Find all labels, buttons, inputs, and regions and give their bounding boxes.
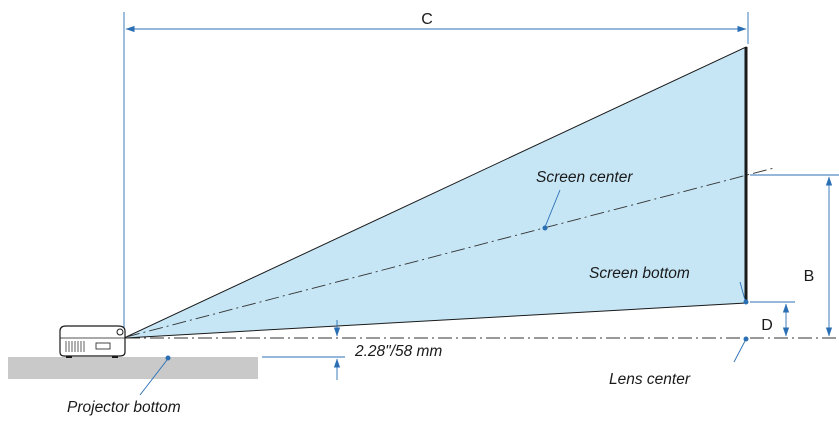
projection-beam	[123, 46, 747, 339]
label-screen-bottom: Screen bottom	[589, 265, 690, 282]
label-offset: 2.28"/58 mm	[354, 343, 442, 360]
label-projector-bottom: Projector bottom	[67, 399, 181, 416]
screen-bottom-dot	[743, 299, 749, 305]
screen-center-dot	[542, 225, 548, 231]
label-lens-center: Lens center	[609, 371, 691, 388]
screen-center-axis	[125, 167, 775, 338]
screen-center-leader	[544, 189, 561, 228]
label-d: D	[761, 317, 773, 334]
label-c: C	[421, 11, 433, 28]
screen-bottom-leader	[739, 281, 746, 301]
projector-bottom-leader	[139, 359, 168, 396]
label-b: B	[804, 268, 815, 285]
lens-center-dot	[743, 336, 749, 342]
projector-bottom-dot	[165, 355, 171, 361]
floor-surface	[8, 357, 258, 379]
lens-center-leader	[733, 340, 746, 363]
label-screen-center: Screen center	[536, 169, 633, 186]
projector-icon	[59, 325, 126, 358]
